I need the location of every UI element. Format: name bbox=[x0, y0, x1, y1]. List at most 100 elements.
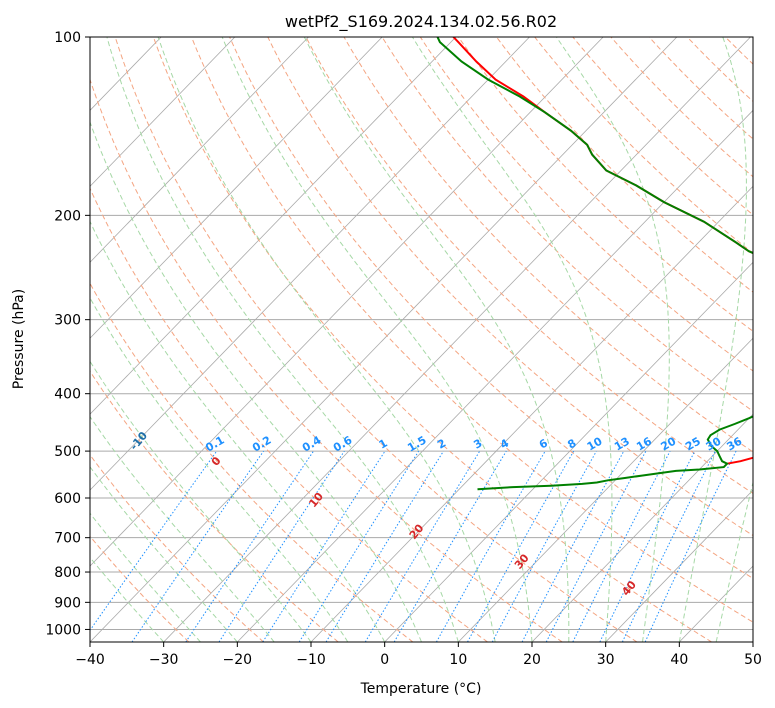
y-tick-label: 200 bbox=[54, 208, 81, 224]
dry-adiabat-line bbox=[229, 37, 753, 579]
moist-adiabat-line bbox=[106, 37, 459, 642]
x-tick-label: −10 bbox=[296, 652, 326, 668]
mixing-ratio-line bbox=[185, 450, 314, 642]
isotherm-line bbox=[90, 37, 383, 339]
dry-adiabat-line bbox=[191, 37, 753, 623]
mixing-ratio-label: 2 bbox=[435, 437, 448, 452]
moist-adiabat-line bbox=[303, 37, 570, 642]
y-tick-label: 800 bbox=[54, 565, 81, 581]
moist-adiabat-line bbox=[221, 37, 533, 642]
dry-adiabat-line bbox=[648, 37, 753, 140]
isotherm-line bbox=[384, 261, 753, 642]
y-tick-label: 100 bbox=[54, 30, 81, 46]
moist-adiabat-line bbox=[90, 466, 238, 642]
moist-adiabat-line bbox=[157, 37, 496, 642]
adiabat-label: 40 bbox=[619, 578, 639, 598]
isotherm-line bbox=[237, 109, 753, 642]
dry-adiabat-line bbox=[90, 282, 414, 642]
dry-adiabat-line bbox=[114, 37, 638, 642]
mixing-ratio-line bbox=[467, 450, 575, 642]
mixing-ratio-line bbox=[218, 450, 345, 642]
dry-adiabat-line bbox=[534, 37, 753, 254]
y-tick-label: 600 bbox=[54, 491, 81, 507]
isotherm-line bbox=[752, 641, 753, 642]
dry-adiabat-line bbox=[90, 78, 563, 642]
x-tick-label: 40 bbox=[670, 652, 688, 668]
moist-adiabat-line bbox=[90, 296, 349, 642]
mixing-ratio-label: 6 bbox=[537, 436, 550, 451]
x-tick-label: 20 bbox=[523, 652, 541, 668]
x-tick-label: 10 bbox=[449, 652, 467, 668]
isotherm-line bbox=[531, 413, 753, 642]
dewpoint-line bbox=[436, 37, 753, 491]
moist-adiabat-line bbox=[90, 360, 312, 642]
y-tick-label: 400 bbox=[54, 387, 81, 403]
mixing-ratio-line bbox=[131, 450, 265, 642]
moist-adiabat-line bbox=[90, 120, 422, 642]
dry-adiabat-line bbox=[90, 454, 264, 642]
mixing-ratio-line bbox=[545, 450, 647, 642]
mixing-ratio-line bbox=[325, 450, 444, 642]
moist-adiabat-line bbox=[90, 512, 201, 642]
mixing-ratio-line bbox=[90, 450, 218, 632]
dry-adiabat-line bbox=[343, 37, 753, 453]
x-axis-ticks: −40 −30 −20 −10 0 10 20 30 40 50 bbox=[75, 642, 762, 668]
y-tick-label: 300 bbox=[54, 313, 81, 329]
plot-frame bbox=[89, 36, 754, 643]
x-tick-label: −20 bbox=[223, 652, 253, 668]
isotherm-line bbox=[90, 37, 604, 567]
x-tick-label: 50 bbox=[744, 652, 762, 668]
moist-adiabat-line bbox=[678, 37, 747, 642]
mixing-ratio-line bbox=[599, 450, 696, 642]
dry-adiabat-line bbox=[419, 37, 753, 372]
dry-adiabat-line bbox=[90, 535, 190, 642]
dry-adiabat-line bbox=[152, 37, 712, 642]
mixing-ratio-line bbox=[621, 450, 716, 642]
y-axis-ticks: 100 200 300 400 500 600 700 800 900 1000 bbox=[45, 30, 90, 638]
moist-adiabat-line bbox=[90, 415, 275, 642]
mixing-ratio-line bbox=[644, 450, 737, 642]
mixing-ratio-line bbox=[491, 450, 597, 642]
isotherm-line bbox=[458, 337, 753, 642]
reference-labels: 0.10.20.40.611.52346810131620253036-100-… bbox=[127, 429, 744, 598]
dry-adiabat-line bbox=[267, 37, 753, 537]
y-tick-label: 700 bbox=[54, 531, 81, 547]
dry-adiabat-line bbox=[764, 37, 775, 642]
dry-adiabat-line bbox=[686, 37, 753, 103]
isotherm-line bbox=[310, 185, 753, 642]
x-tick-label: 30 bbox=[597, 652, 615, 668]
moist-adiabat-line bbox=[90, 220, 386, 642]
isotherm-line bbox=[90, 37, 236, 187]
series-lines bbox=[436, 37, 753, 491]
moist-adiabat-line bbox=[90, 556, 165, 642]
mixing-ratio-line bbox=[262, 450, 386, 642]
isotherm-line bbox=[90, 37, 678, 642]
moist-adiabat-line bbox=[411, 37, 613, 642]
y-tick-label: 500 bbox=[54, 444, 81, 460]
y-tick-label: 900 bbox=[54, 595, 81, 611]
moist-adiabat-line bbox=[555, 37, 670, 642]
isotherm-line bbox=[163, 37, 751, 642]
mixing-ratio-line bbox=[364, 450, 481, 642]
isotherm-line bbox=[90, 37, 309, 263]
adiabat-label: 20 bbox=[407, 521, 427, 541]
moist-adiabat-line bbox=[715, 480, 753, 642]
mixing-ratio-line bbox=[298, 450, 420, 642]
mixing-ratio-line bbox=[572, 450, 671, 642]
dry-adiabat-line bbox=[610, 37, 753, 178]
y-tick-label: 1000 bbox=[45, 622, 81, 638]
mixing-ratio-label: 3 bbox=[471, 437, 484, 452]
dry-adiabat-line bbox=[90, 370, 339, 642]
x-tick-label: 0 bbox=[380, 652, 389, 668]
mixing-ratio-label: 4 bbox=[498, 436, 511, 451]
x-tick-label: −40 bbox=[75, 652, 105, 668]
dry-adiabat-line bbox=[90, 187, 488, 642]
x-tick-label: −30 bbox=[149, 652, 179, 668]
x-axis-label: Temperature (°C) bbox=[360, 681, 482, 697]
reference-lines bbox=[90, 37, 775, 642]
isotherm-line bbox=[90, 37, 530, 491]
y-axis-label: Pressure (hPa) bbox=[11, 289, 27, 389]
isotherm-line bbox=[90, 37, 457, 415]
mixing-ratio-line bbox=[521, 450, 625, 642]
